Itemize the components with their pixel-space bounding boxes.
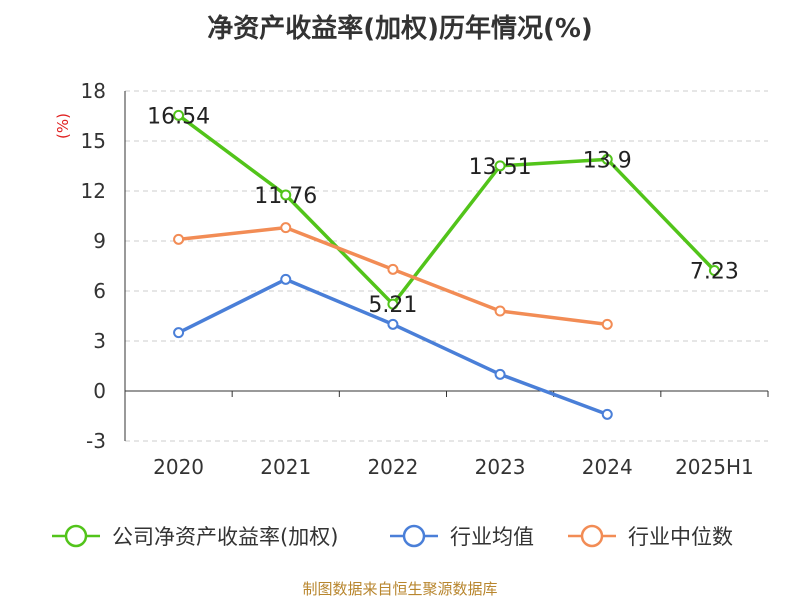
data-point — [173, 233, 185, 245]
legend: 公司净资产收益率(加权) 行业均值 行业中位数 — [52, 524, 733, 549]
data-point — [387, 318, 399, 330]
data-point — [387, 298, 399, 310]
y-tick-label: -3 — [86, 429, 106, 453]
data-point — [173, 327, 185, 339]
data-labels: 16.54 11.76 5.21 13.51 13.9 7.23 — [147, 104, 739, 318]
data-point — [708, 265, 720, 276]
legend-label: 公司净资产收益率(加权) — [112, 525, 338, 549]
grid — [125, 90, 768, 442]
legend-label: 行业中位数 — [628, 525, 733, 549]
y-tick-label: 15 — [81, 129, 106, 153]
legend-label: 行业均值 — [450, 525, 534, 549]
legend-marker — [580, 524, 604, 548]
legend-marker — [402, 524, 426, 548]
data-point — [280, 273, 292, 285]
data-label: 13.9 — [583, 148, 632, 173]
data-label: 13.51 — [469, 155, 532, 180]
y-tick-label: 6 — [93, 279, 106, 303]
y-axis-label: (%) — [54, 113, 72, 139]
series — [173, 109, 720, 420]
data-point — [601, 408, 613, 420]
data-label: 5.21 — [368, 293, 417, 318]
data-label: 11.76 — [254, 184, 317, 209]
x-tick-label: 2025H1 — [675, 455, 754, 479]
y-tick-label: 3 — [93, 329, 106, 353]
x-tick-label: 2020 — [153, 455, 204, 479]
data-point — [387, 263, 399, 275]
y-tick-label: 12 — [81, 179, 106, 203]
data-label: 7.23 — [690, 260, 739, 285]
data-point — [494, 160, 506, 172]
x-tick-label: 2024 — [582, 455, 633, 479]
data-label: 16.54 — [147, 104, 210, 129]
data-point — [280, 222, 292, 234]
y-tick-label: 18 — [81, 79, 106, 103]
x-tick-label: 2023 — [475, 455, 526, 479]
data-point — [601, 318, 613, 330]
legend-marker — [64, 524, 88, 548]
axes: -3 0 3 6 9 12 15 18 2020 2021 2022 2023 2024 2025H1 (%… — [54, 79, 769, 479]
x-tick-label: 2022 — [367, 455, 418, 479]
x-tick-label: 2021 — [260, 455, 311, 479]
y-tick-label: 0 — [93, 379, 106, 403]
y-tick-label: 9 — [93, 229, 106, 253]
data-point — [494, 305, 506, 317]
chart-title: 净资产收益率(加权)历年情况(%) — [207, 14, 593, 44]
data-point — [173, 109, 185, 121]
series-line — [177, 113, 716, 306]
data-point — [280, 189, 292, 201]
data-point — [601, 153, 613, 165]
data-point — [494, 368, 506, 380]
source-note: 制图数据来自恒生聚源数据库 — [302, 580, 498, 598]
